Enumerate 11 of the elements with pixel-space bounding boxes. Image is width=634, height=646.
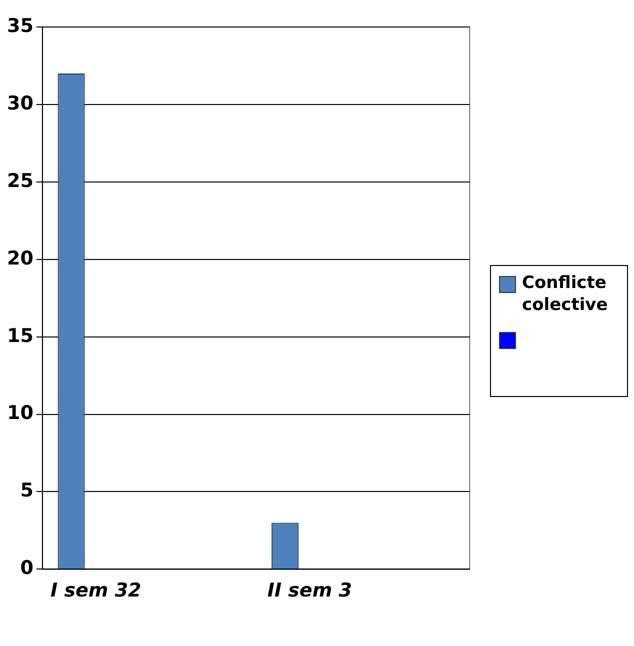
y-tick-label: 0: [20, 557, 34, 580]
legend-label: Conflicte colective: [522, 272, 609, 316]
y-tick-label: 15: [6, 324, 34, 347]
y-tick-label: 10: [6, 402, 34, 424]
y-tick-label: 25: [6, 170, 34, 192]
y-tick-label: 30: [6, 92, 34, 114]
y-tick-label: 20: [6, 247, 34, 270]
x-tick-label: II sem 3: [267, 580, 352, 602]
y-tick-label: 5: [20, 480, 34, 502]
x-tick-label: I sem 32: [50, 580, 142, 602]
y-tick-label: 35: [6, 14, 34, 37]
